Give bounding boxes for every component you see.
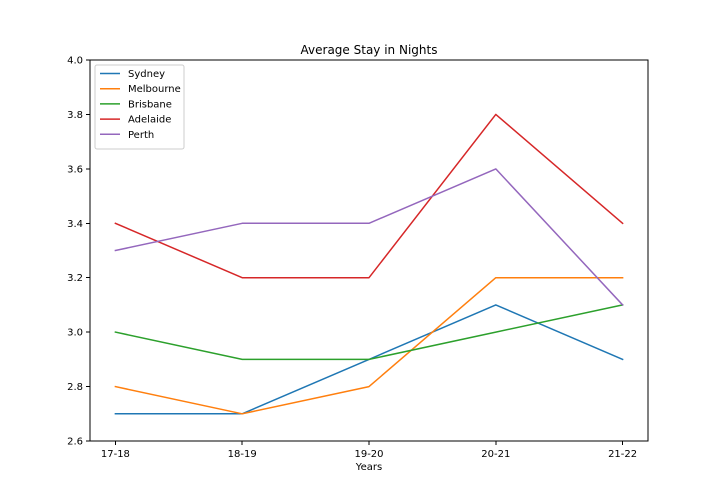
legend-label-melbourne: Melbourne: [128, 84, 181, 95]
x-axis: 17-18 18-19 19-20 20-21 21-22: [101, 441, 637, 460]
series-line-perth: [114, 168, 624, 306]
series-line-melbourne: [114, 276, 624, 415]
y-tick-label: 3.0: [67, 328, 83, 339]
legend-label-brisbane: Brisbane: [128, 99, 172, 110]
y-tick-label: 3.4: [67, 219, 83, 230]
x-tick-label: 17-18: [101, 449, 130, 460]
legend-label-sydney: Sydney: [128, 69, 165, 80]
x-tick-label: 21-22: [608, 449, 637, 460]
legend-label-perth: Perth: [128, 130, 154, 141]
y-axis: 2.6 2.8 3.0 3.2 3.4 3.6 3.8 4.0: [67, 56, 90, 448]
y-tick-label: 4.0: [67, 56, 83, 67]
legend: Sydney Melbourne Brisbane Adelaide Perth: [94, 64, 185, 150]
y-tick-label: 3.2: [67, 273, 83, 284]
legend-box: [94, 64, 185, 150]
x-tick-label: 18-19: [228, 449, 257, 460]
chart-title: Average Stay in Nights: [301, 43, 438, 57]
series-layer: [114, 113, 624, 415]
legend-label-adelaide: Adelaide: [128, 115, 171, 126]
series-line-brisbane: [114, 304, 624, 361]
series-line-adelaide: [114, 113, 624, 279]
y-tick-label: 2.8: [67, 382, 83, 393]
y-tick-label: 2.6: [67, 437, 83, 448]
x-axis-title: Years: [355, 462, 382, 473]
x-tick-label: 19-20: [354, 449, 383, 460]
y-tick-label: 3.6: [67, 164, 83, 175]
y-tick-label: 3.8: [67, 110, 83, 121]
x-tick-label: 20-21: [481, 449, 510, 460]
